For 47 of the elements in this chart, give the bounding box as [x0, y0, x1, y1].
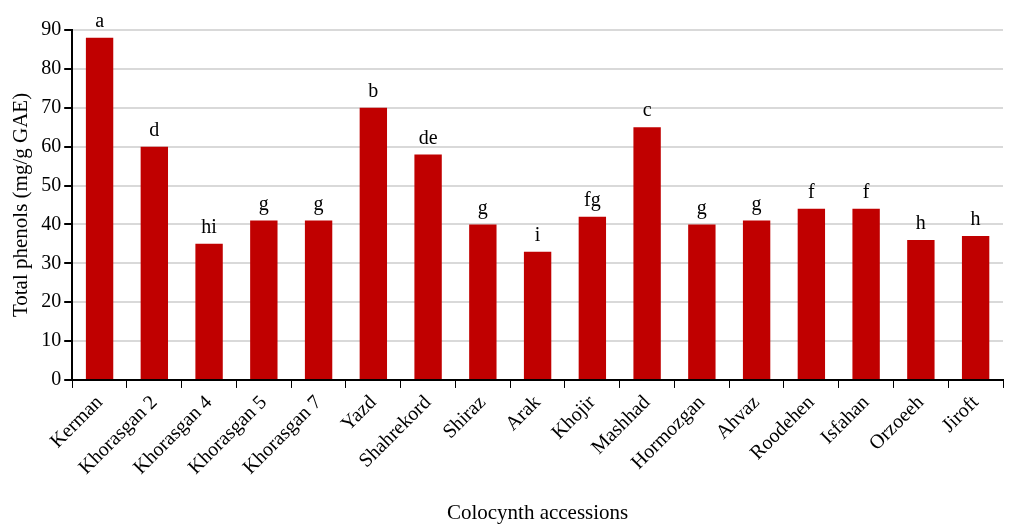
- bar: [250, 220, 278, 379]
- bar: [523, 251, 552, 379]
- data-label: g: [313, 191, 324, 215]
- bar: [907, 239, 935, 379]
- bar: [742, 220, 771, 379]
- data-label: h: [970, 207, 981, 230]
- y-tick-label: 10: [41, 328, 62, 351]
- data-label: b: [368, 79, 379, 102]
- data-label: g: [258, 191, 269, 215]
- data-label: f: [862, 180, 870, 203]
- data-label: f: [808, 180, 816, 203]
- data-label: h: [915, 211, 926, 234]
- y-tick-label: 0: [51, 367, 62, 390]
- bar: [140, 146, 169, 379]
- data-label: g: [477, 195, 488, 219]
- data-label: hi: [201, 215, 218, 238]
- x-tick-label: Arak: [500, 390, 545, 435]
- x-axis-title: Colocynth accessions: [446, 499, 629, 524]
- y-tick-label: 90: [41, 17, 62, 40]
- data-label: fg: [584, 187, 601, 211]
- bar: [85, 37, 114, 379]
- bar: [359, 107, 388, 379]
- bar: [469, 224, 497, 379]
- data-label: a: [95, 9, 105, 32]
- y-tick-label: 80: [41, 56, 62, 79]
- data-label: g: [751, 191, 762, 215]
- bar: [578, 216, 607, 379]
- y-tick-label: 30: [41, 250, 62, 273]
- y-tick-label: 60: [41, 133, 62, 156]
- y-tick-label: 40: [41, 211, 62, 234]
- bar: [852, 208, 880, 379]
- data-label: c: [642, 98, 652, 121]
- y-tick-label: 50: [41, 172, 62, 195]
- y-tick-label: 70: [41, 95, 62, 118]
- data-label: d: [149, 117, 160, 140]
- bar: [633, 127, 661, 379]
- y-tick-label: 20: [41, 289, 62, 312]
- bar: [688, 224, 716, 379]
- bar: [195, 243, 223, 379]
- bar: [414, 154, 442, 379]
- bar: [961, 236, 990, 379]
- data-label: de: [418, 125, 438, 148]
- data-label: g: [696, 195, 707, 219]
- y-axis-title: Total phenols (mg/g GAE): [8, 92, 33, 318]
- bar: [304, 220, 333, 379]
- data-label: i: [534, 222, 541, 245]
- bar: [797, 208, 826, 379]
